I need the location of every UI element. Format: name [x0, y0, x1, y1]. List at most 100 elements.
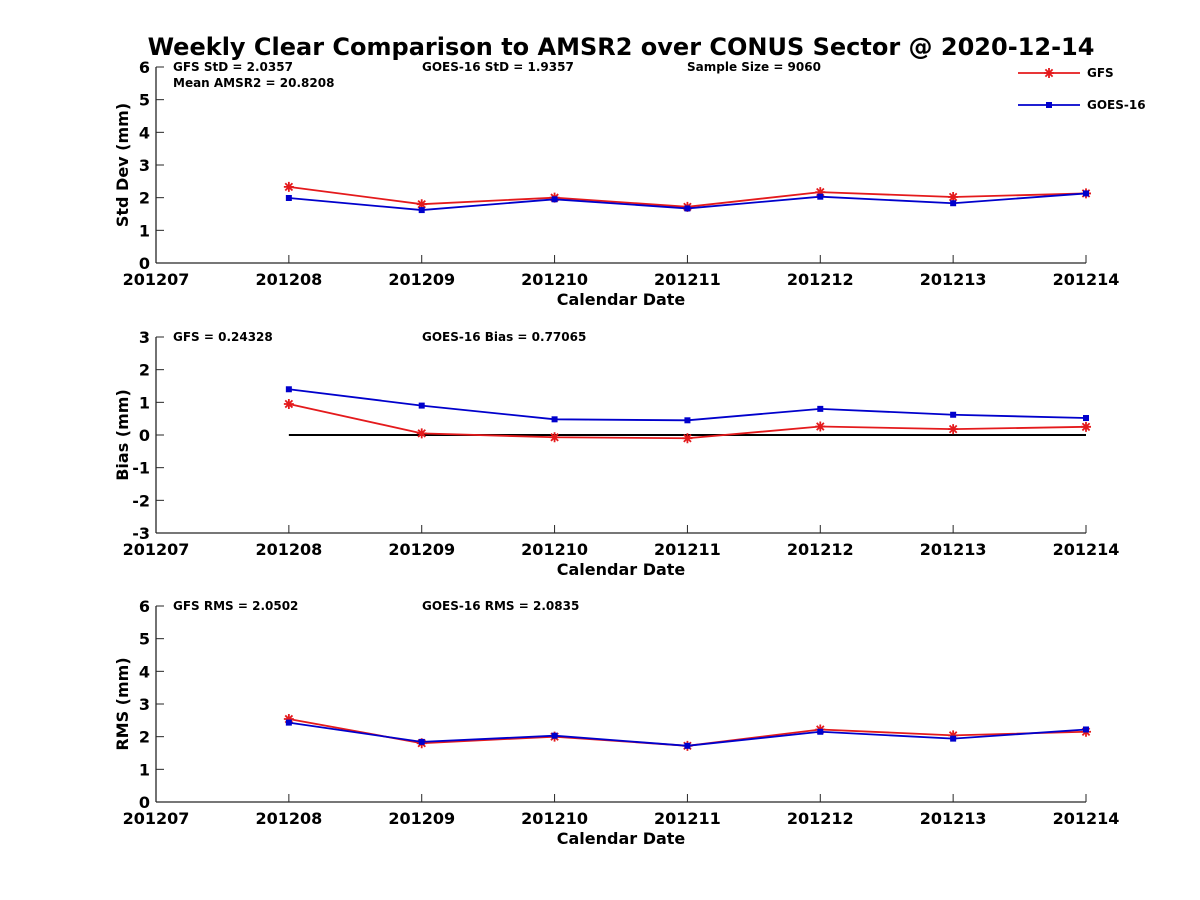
y-tick-label: 1: [139, 221, 150, 240]
data-point-goes-16: [684, 742, 691, 749]
data-point-goes-16: [1083, 190, 1089, 197]
y-tick-label: 2: [139, 361, 150, 380]
stat-annotation: GFS = 0.24328: [173, 330, 273, 344]
legend-label: GFS: [1087, 66, 1114, 80]
y-tick-label: -1: [132, 459, 150, 478]
legend-item: GOES-16: [1018, 98, 1146, 112]
x-tick-label: 201207: [123, 540, 190, 559]
data-point-goes-16: [285, 719, 292, 726]
stat-annotation: GOES-16 RMS = 2.0835: [422, 599, 579, 613]
stat-annotation: GOES-16 StD = 1.9357: [422, 60, 574, 74]
x-tick-label: 201211: [654, 270, 721, 289]
panel-rms: 0 1 2 3 4 5 6 201207 201208 201209 201210 201211 201…: [113, 597, 1119, 848]
y-tick-label: 3: [139, 328, 150, 347]
data-point-goes-16: [950, 411, 957, 418]
data-point-goes-16: [418, 738, 425, 745]
data-point-gfs: [549, 432, 560, 443]
panel-bias: -3 -2 -1 0 1 2 3 201207 201208 201209 201210 201211…: [113, 328, 1119, 579]
stat-annotation: Mean AMSR2 = 20.8208: [173, 76, 334, 90]
x-tick-label: 201214: [1053, 540, 1120, 559]
y-tick-label: 0: [139, 793, 150, 812]
data-point-gfs: [948, 424, 959, 435]
data-point-goes-16: [684, 417, 691, 424]
y-tick-label: 6: [139, 58, 150, 77]
x-tick-label: 201210: [521, 540, 588, 559]
x-tick-label: 201210: [521, 270, 588, 289]
x-tick-label: 201208: [255, 270, 322, 289]
x-tick-label: 201208: [255, 809, 322, 828]
data-point-goes-16: [551, 732, 558, 739]
data-point-gfs: [416, 428, 427, 439]
y-tick-label: 4: [139, 123, 150, 142]
legend-marker: [1044, 68, 1054, 78]
data-point-gfs: [815, 187, 826, 198]
data-point-gfs: [1081, 421, 1091, 432]
data-point-gfs: [283, 398, 294, 409]
figure-title: Weekly Clear Comparison to AMSR2 over CO…: [148, 33, 1095, 61]
data-point-gfs: [948, 192, 959, 203]
y-tick-label: 6: [139, 597, 150, 616]
stat-annotation: GFS StD = 2.0357: [173, 60, 293, 74]
legend: GFS GOES-16: [1018, 66, 1146, 112]
data-point-goes-16: [684, 205, 691, 212]
data-point-goes-16: [950, 200, 957, 207]
x-tick-label: 201207: [123, 270, 190, 289]
data-point-gfs: [283, 181, 294, 192]
data-point-goes-16: [418, 402, 425, 409]
data-point-goes-16: [1083, 726, 1089, 733]
data-point-goes-16: [551, 196, 558, 203]
y-axis-label: Bias (mm): [113, 389, 132, 481]
stat-annotation: GOES-16 Bias = 0.77065: [422, 330, 586, 344]
x-tick-label: 201209: [388, 809, 455, 828]
y-axis-label: Std Dev (mm): [113, 103, 132, 227]
x-tick-label: 201212: [787, 540, 854, 559]
data-point-goes-16: [1083, 415, 1089, 422]
x-tick-label: 201213: [920, 540, 987, 559]
data-point-goes-16: [817, 405, 824, 412]
data-point-gfs: [283, 714, 294, 725]
x-tick-label: 201207: [123, 809, 190, 828]
y-tick-label: 2: [139, 189, 150, 208]
stat-annotation: Sample Size = 9060: [687, 60, 821, 74]
data-point-goes-16: [817, 193, 824, 200]
data-point-gfs: [815, 421, 826, 432]
x-tick-label: 201213: [920, 270, 987, 289]
y-tick-label: 2: [139, 728, 150, 747]
data-point-goes-16: [950, 735, 957, 742]
x-axis-label: Calendar Date: [557, 290, 686, 309]
series-line-goes-16: [288, 388, 1087, 422]
x-tick-label: 201211: [654, 540, 721, 559]
x-tick-label: 201211: [654, 809, 721, 828]
x-axis-label: Calendar Date: [557, 560, 686, 579]
stat-annotation: GFS RMS = 2.0502: [173, 599, 298, 613]
y-tick-label: 3: [139, 695, 150, 714]
data-point-goes-16: [817, 728, 824, 735]
y-tick-label: 1: [139, 393, 150, 412]
x-axis-label: Calendar Date: [557, 829, 686, 848]
x-tick-label: 201212: [787, 270, 854, 289]
x-tick-label: 201214: [1053, 270, 1120, 289]
y-tick-label: 4: [139, 662, 150, 681]
data-point-goes-16: [285, 194, 292, 201]
x-tick-label: 201208: [255, 540, 322, 559]
legend-label: GOES-16: [1087, 98, 1146, 112]
x-tick-label: 201209: [388, 540, 455, 559]
y-tick-label: -2: [132, 491, 150, 510]
y-tick-label: 3: [139, 156, 150, 175]
legend-item: GFS: [1018, 66, 1114, 80]
legend-marker: [1046, 102, 1052, 108]
x-tick-label: 201213: [920, 809, 987, 828]
x-tick-label: 201214: [1053, 809, 1120, 828]
y-tick-label: 5: [139, 91, 150, 110]
x-tick-label: 201210: [521, 809, 588, 828]
data-point-goes-16: [551, 416, 558, 423]
y-tick-label: 1: [139, 760, 150, 779]
panel-std: 0 1 2 3 4 5 6 201207 201208 201209 201210 201211 201…: [113, 58, 1119, 309]
data-point-gfs: [948, 730, 959, 741]
data-point-gfs: [682, 433, 693, 444]
y-tick-label: 0: [139, 426, 150, 445]
data-point-goes-16: [418, 207, 425, 214]
x-tick-label: 201212: [787, 809, 854, 828]
